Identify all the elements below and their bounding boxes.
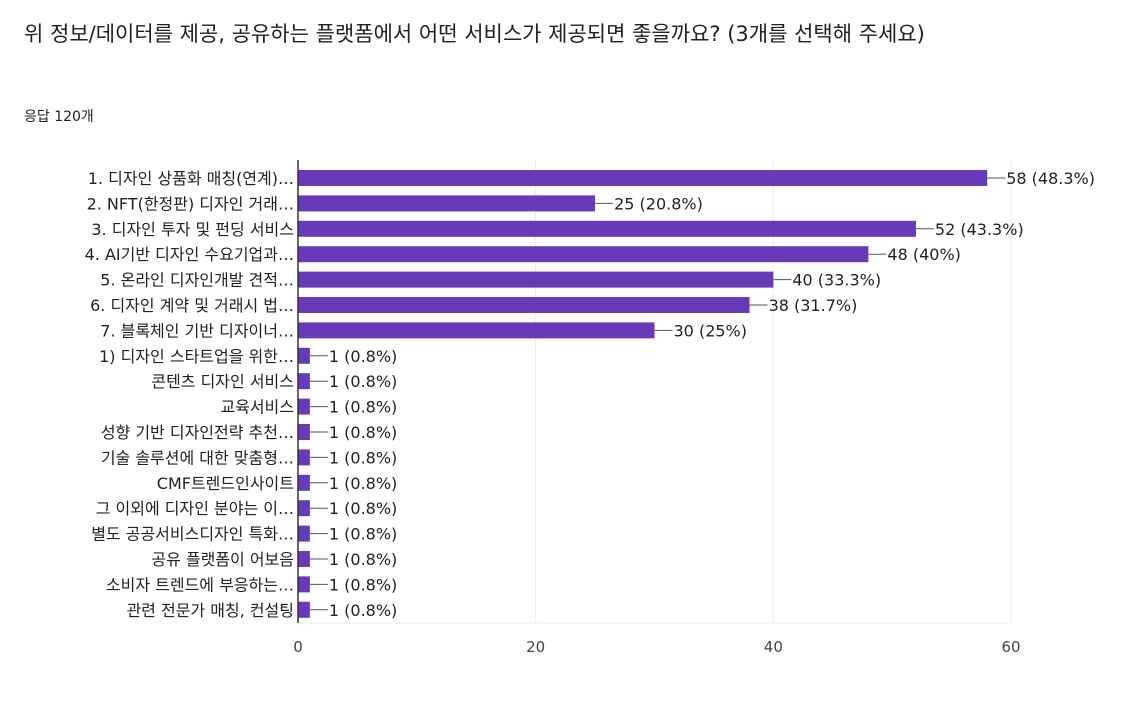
bar — [298, 170, 988, 186]
data-label: 1 (0.8%) — [329, 372, 397, 391]
category-label: CMF트렌드인사이트 — [157, 474, 294, 493]
category-label: 7. 블록체인 기반 디자이너… — [100, 321, 294, 340]
bar — [298, 271, 774, 288]
bar — [298, 474, 310, 491]
x-tick-label: 40 — [764, 638, 783, 656]
bar — [298, 246, 869, 263]
data-label: 48 (40%) — [887, 245, 961, 264]
bar — [298, 551, 310, 567]
data-label: 40 (33.3%) — [792, 271, 881, 290]
data-label: 1 (0.8%) — [329, 499, 397, 518]
data-label: 30 (25%) — [674, 321, 748, 340]
data-label: 1 (0.8%) — [329, 550, 397, 569]
category-label: 3. 디자인 투자 및 펀딩 서비스 — [91, 220, 294, 239]
x-tick-label: 60 — [1001, 638, 1020, 656]
category-label: 1) 디자인 스타트업을 위한… — [99, 347, 294, 366]
data-label: 58 (48.3%) — [1006, 169, 1095, 188]
category-label: 공유 플랫폼이 어보음 — [151, 550, 294, 569]
x-tick-label: 20 — [526, 638, 545, 656]
data-label: 38 (31.7%) — [769, 296, 858, 315]
data-label: 1 (0.8%) — [329, 575, 397, 594]
bar — [298, 601, 310, 618]
bar — [298, 500, 310, 517]
bar — [298, 449, 310, 466]
category-label: 6. 디자인 계약 및 거래시 법… — [90, 296, 294, 315]
bar — [298, 347, 310, 364]
category-label: 소비자 트렌드에 부응하는… — [106, 575, 294, 594]
category-label: 별도 공공서비스디자인 특화… — [91, 525, 294, 544]
bar — [298, 195, 596, 212]
category-label: 4. AI기반 디자인 수요기업과… — [85, 245, 294, 264]
bar — [298, 576, 310, 593]
bar — [298, 297, 750, 313]
bar — [298, 525, 310, 542]
category-label: 성향 기반 디자인전략 추천… — [101, 423, 294, 442]
category-label: 교육서비스 — [220, 398, 294, 417]
data-label: 1 (0.8%) — [329, 601, 397, 620]
category-label: 2. NFT(한정판) 디자인 거래… — [87, 194, 294, 213]
x-tick-label: 0 — [293, 638, 303, 656]
response-count: 응답 120개 — [24, 109, 94, 125]
data-label: 1 (0.8%) — [329, 448, 397, 467]
data-label: 1 (0.8%) — [329, 474, 397, 493]
category-label: 관련 전문가 매칭, 컨설팅 — [126, 601, 294, 620]
data-label: 1 (0.8%) — [329, 398, 397, 417]
data-label: 1 (0.8%) — [329, 525, 397, 544]
category-label: 기술 솔루션에 대한 맞춤형… — [101, 448, 294, 467]
bar — [298, 322, 655, 339]
data-label: 1 (0.8%) — [329, 423, 397, 442]
bar — [298, 424, 310, 440]
category-label: 콘텐츠 디자인 서비스 — [151, 372, 294, 391]
category-label: 5. 온라인 디자인개발 견적… — [100, 271, 294, 290]
bar — [298, 373, 310, 390]
category-label: 그 이외에 디자인 분야는 이… — [96, 499, 294, 518]
data-label: 25 (20.8%) — [614, 194, 703, 213]
data-label: 52 (43.3%) — [935, 220, 1024, 239]
category-label: 1. 디자인 상품화 매칭(연계)… — [88, 169, 294, 188]
bar — [298, 220, 916, 237]
question-title: 위 정보/데이터를 제공, 공유하는 플랫폼에서 어떤 서비스가 제공되면 좋을… — [24, 22, 925, 46]
bar — [298, 398, 310, 415]
data-label: 1 (0.8%) — [329, 347, 397, 366]
